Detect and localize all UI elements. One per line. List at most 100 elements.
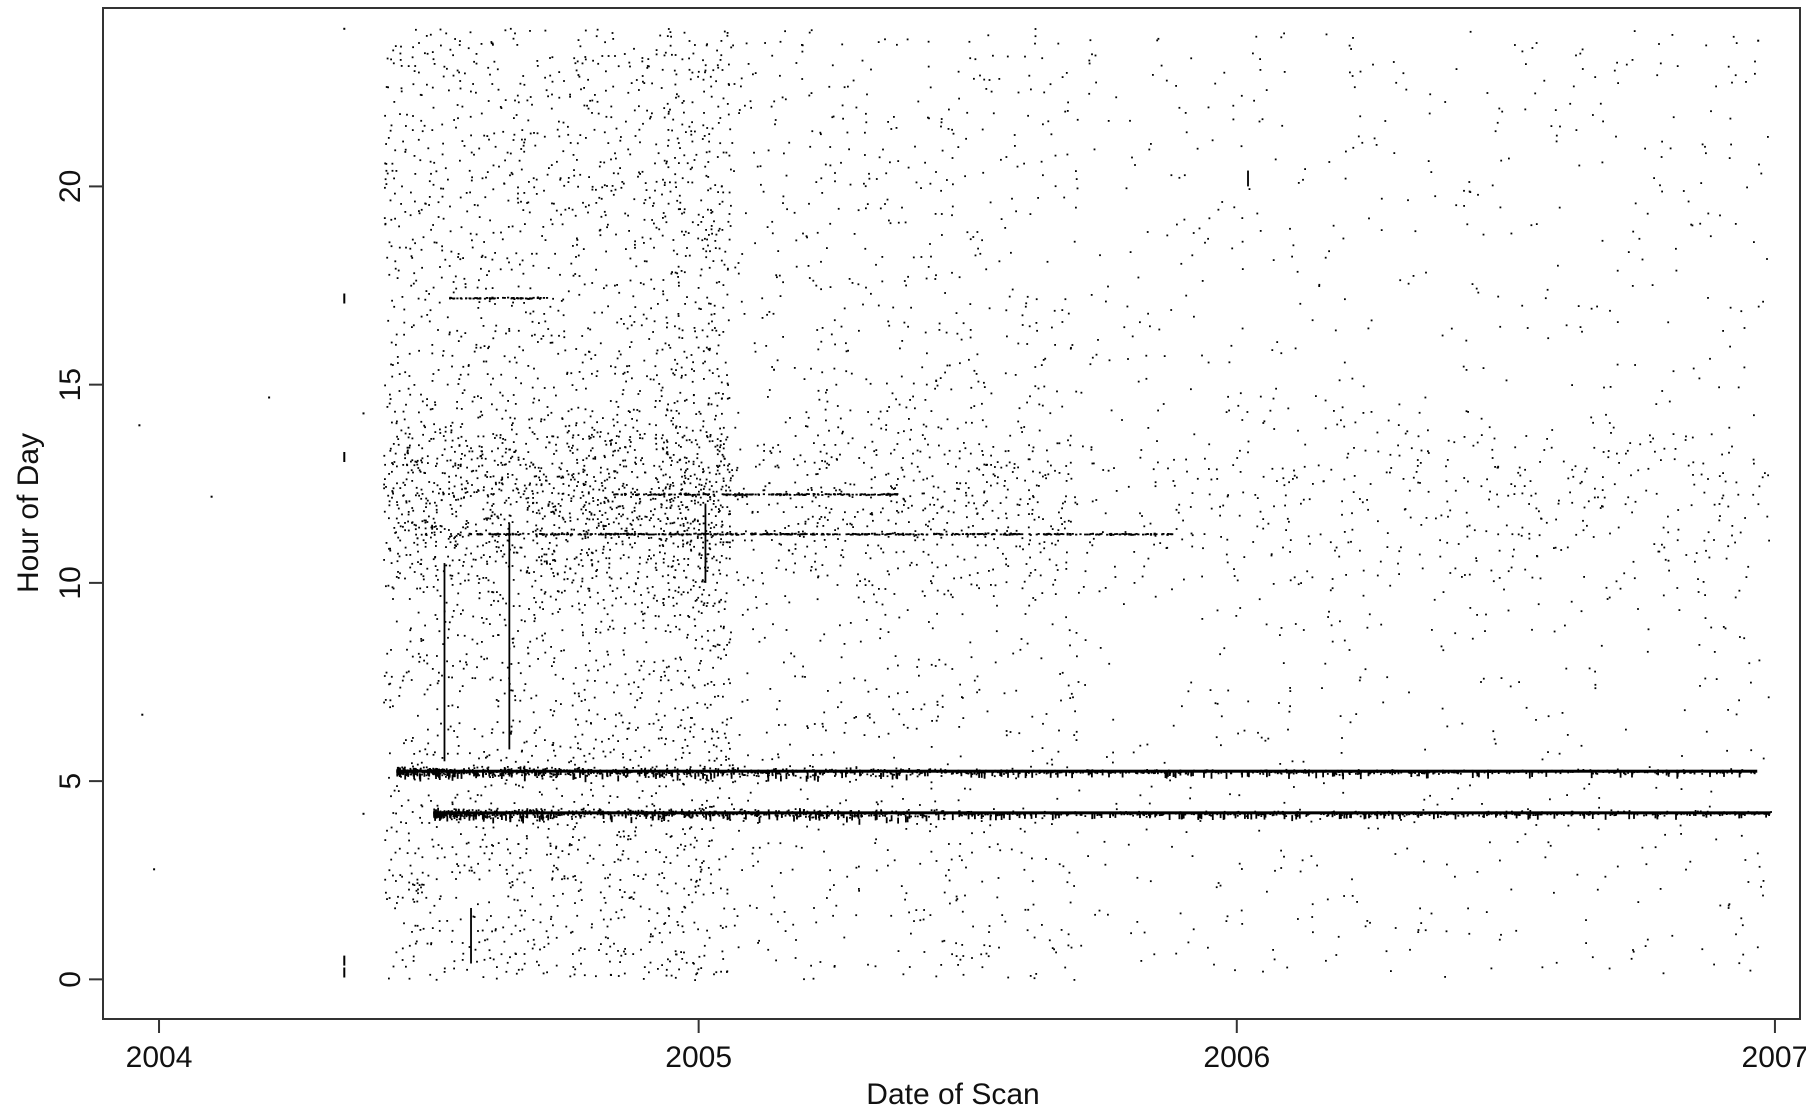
- scan-point: [756, 775, 758, 777]
- scan-point: [500, 514, 502, 516]
- scan-point: [1259, 773, 1261, 775]
- scan-point: [994, 770, 996, 772]
- scan-point: [1704, 146, 1706, 148]
- scan-point: [855, 716, 857, 718]
- scan-point: [412, 129, 414, 131]
- scan-point: [641, 602, 643, 604]
- scan-point: [625, 248, 627, 250]
- scan-point: [1514, 493, 1516, 495]
- scan-point: [662, 290, 664, 292]
- scan-point: [916, 728, 918, 730]
- scan-point: [448, 488, 450, 490]
- scan-point: [489, 809, 491, 811]
- scan-point: [860, 815, 862, 817]
- scan-point: [659, 932, 661, 934]
- scan-point: [803, 809, 805, 815]
- scan-point: [609, 811, 611, 813]
- scan-point: [873, 494, 875, 496]
- scan-point: [1463, 205, 1465, 207]
- scan-point: [995, 814, 997, 820]
- scan-point: [448, 493, 450, 495]
- scan-point: [415, 534, 417, 536]
- scan-point: [468, 767, 470, 769]
- scan-point: [1088, 93, 1090, 95]
- scan-point: [482, 839, 484, 841]
- scan-point: [1076, 503, 1078, 505]
- scan-point: [1666, 811, 1668, 813]
- scan-point: [1010, 252, 1012, 254]
- scan-point: [1240, 771, 1242, 773]
- scan-point: [462, 366, 464, 368]
- scan-point: [1758, 306, 1760, 308]
- scan-point: [895, 811, 897, 813]
- scan-point: [642, 790, 644, 792]
- scan-point: [513, 814, 515, 816]
- scan-point: [779, 75, 781, 77]
- scan-point: [645, 772, 647, 774]
- scan-point: [722, 770, 724, 776]
- scan-point: [1694, 772, 1696, 774]
- scan-point: [508, 566, 510, 568]
- scan-point: [1715, 839, 1717, 841]
- scan-point: [446, 768, 448, 770]
- scan-point: [636, 699, 638, 701]
- scan-point: [567, 814, 569, 816]
- scan-point: [557, 814, 559, 816]
- scan-point: [872, 520, 874, 522]
- scan-point: [544, 593, 546, 595]
- scan-point: [428, 775, 430, 777]
- scan-point: [482, 816, 484, 818]
- scan-point: [1204, 770, 1206, 772]
- scan-point: [1597, 770, 1599, 772]
- scan-point: [1591, 770, 1593, 772]
- scan-point: [1050, 812, 1052, 814]
- scan-point: [1132, 815, 1134, 817]
- scan-point: [1331, 624, 1333, 626]
- scan-point: [570, 263, 572, 265]
- scan-point: [1750, 772, 1752, 774]
- scan-point: [1396, 770, 1398, 772]
- scan-point: [1484, 772, 1486, 774]
- scan-point: [1061, 523, 1063, 525]
- scan-point: [909, 399, 911, 401]
- scan-point: [713, 503, 715, 505]
- scan-point: [485, 530, 487, 532]
- scan-point: [977, 544, 979, 546]
- scan-point: [592, 189, 594, 191]
- scan-point: [1099, 910, 1101, 912]
- scan-point: [1358, 773, 1360, 775]
- scan-point: [612, 605, 614, 607]
- scan-point: [1123, 812, 1125, 814]
- scan-point: [780, 775, 782, 781]
- scan-point: [521, 139, 523, 141]
- scan-point: [1355, 422, 1357, 424]
- scan-point: [517, 298, 519, 300]
- scan-point: [615, 234, 617, 236]
- scan-point: [966, 772, 968, 774]
- scan-point: [832, 915, 834, 917]
- scan-point: [1726, 813, 1728, 815]
- scan-point: [817, 493, 819, 495]
- scan-point: [573, 154, 575, 156]
- scan-point: [519, 700, 521, 702]
- scan-point: [414, 772, 416, 774]
- scan-point: [532, 321, 534, 323]
- scan-point: [812, 516, 814, 518]
- scan-point: [667, 35, 669, 37]
- scan-point: [1079, 533, 1081, 535]
- scan-point: [512, 521, 514, 523]
- scan-point: [700, 779, 702, 781]
- scan-point: [1236, 813, 1238, 815]
- scan-point: [421, 462, 423, 464]
- scan-point: [546, 930, 548, 932]
- scan-point: [832, 534, 834, 536]
- scan-point: [524, 773, 526, 775]
- scan-point: [1611, 770, 1613, 772]
- scan-point: [566, 534, 568, 536]
- scan-point: [518, 286, 520, 288]
- scan-point: [591, 552, 593, 554]
- scan-point: [621, 909, 623, 911]
- scan-point: [398, 773, 400, 775]
- scan-point: [428, 875, 430, 877]
- scan-point: [1003, 773, 1005, 775]
